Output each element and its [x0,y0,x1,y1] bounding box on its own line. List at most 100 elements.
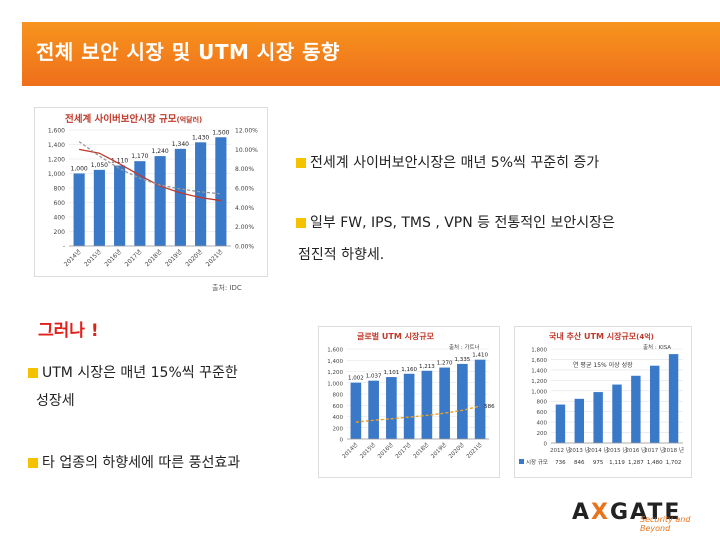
y-tick-label: 200 [333,426,344,432]
bar-value-label: 1,000 [71,166,88,173]
x-tick-label: 2018 년 [663,446,684,454]
x-tick-label: 2016 년 [625,446,646,454]
bar-value-label: 1,340 [172,141,189,148]
bullet-square-icon [28,368,38,378]
bar-value-label: 1,101 [384,370,400,376]
y-tick-label: 1,000 [48,171,65,178]
logo-tagline: Security and Beyond [640,515,691,533]
table-cell: 975 [593,460,604,466]
bar [195,142,207,246]
y-tick-label: 600 [333,404,344,410]
bullet-text: UTM 시장은 매년 15%씩 꾸준한 [42,365,238,381]
growth-line [78,141,221,195]
bar [368,380,379,439]
table-cell: 1,702 [666,460,682,466]
bar [439,367,450,439]
y2-tick-label: 12.00% [235,128,258,135]
y-tick-label: 1,200 [531,379,547,385]
bar [457,363,468,439]
y-tick-label: 200 [54,229,66,236]
chart-title-suffix: (억달러) [177,115,203,124]
bar [73,173,85,246]
bullet-balloon-effect: 타 업종의 하향세에 따른 풍선효과 [28,452,240,472]
bar-value-label: 1,500 [212,129,229,136]
table-cell: 1,480 [647,460,663,466]
chart-source: 출처 : KISA [643,343,671,351]
x-tick-label: 2020년 [184,248,204,268]
y-tick-label: 1,400 [48,142,65,149]
x-tick-label: 2021년 [204,248,224,268]
y2-tick-label: 6.00% [235,186,254,193]
y2-tick-label: 2.00% [235,224,254,231]
y-tick-label: 600 [537,410,548,416]
global-utm-chart-svg: 글로벌 UTM 시장규모 0 200 400 600 800 1,000 1,200 1,400… [327,331,495,460]
y-tick-label: 400 [333,415,344,421]
chart-title-suffix: (4억) [636,332,654,341]
x-tick-label: 2017년 [123,248,143,268]
table-row-label: 시장 규모 [526,459,548,466]
bullet-text: 전세계 사이버보안시장은 매년 5%씩 꾸준히 증가 [310,155,600,171]
chart-annotation: 연 평균 15% 이상 성장 [573,361,633,369]
y-tick-label: 800 [54,186,66,193]
y-tick-label: 1,200 [48,157,65,164]
bullet-continuation: 점진적 하향세. [298,247,385,263]
table-cell: 1,287 [628,460,644,466]
chart-title: 전세계 사이버보안시장 규모(억달러) [65,113,202,125]
x-tick-label: 2016년 [103,248,123,268]
bar [134,161,146,246]
chart1-source: 출처: IDC [212,284,242,292]
however-heading: 그러나 ! [38,321,99,341]
bar-value-label: 1,430 [192,134,209,141]
x-tick-label: 2015 년 [607,446,628,454]
bar [612,384,622,443]
bar [650,365,660,443]
bar [574,398,584,443]
bar-value-label: 1,410 [472,353,488,359]
line-end-label: 586 [484,404,495,410]
bar-value-label: 1,335 [455,357,471,363]
logo-letters-gate: GATE [610,500,682,525]
bar-value-label: 1,002 [348,376,364,382]
bullet-traditional-decline: 일부 FW, IPS, TMS , VPN 등 전통적인 보안시장은 [296,212,615,232]
bar-value-label: 1,270 [437,361,453,367]
x-tick-label: 2015년 [358,441,377,460]
korea-utm-chart-svg: 국내 추산 UTM 시장규모(4억) 0 200 400 600 800 1,000 1,20… [519,331,684,466]
y-tick-label: 1,600 [531,358,547,364]
axgate-logo: AXGATE [572,500,681,525]
x-tick-label: 2017년 [393,441,412,460]
x-tick-label: 2019년 [163,248,183,268]
slide-header: 전체 보안 시장 및 UTM 시장 동향 [22,22,720,86]
y-tick-label: 1,600 [48,128,65,135]
bar-value-label: 1,110 [111,158,128,165]
growth-line [79,148,221,202]
global-utm-chart: 글로벌 UTM 시장규모 0 200 400 600 800 1,000 1,200 1,400… [318,326,500,478]
bar-value-label: 1,160 [401,367,417,373]
table-cell: 736 [555,460,566,466]
bullet-square-icon [296,218,306,228]
y-tick-label: 800 [333,393,344,399]
y-tick-label: 200 [537,431,548,437]
table-legend-swatch [519,459,524,464]
bar [668,354,679,443]
bar [421,370,433,439]
bar-value-label: 1,240 [152,148,169,155]
bar-value-label: 1,050 [91,162,108,169]
slide-title: 전체 보안 시장 및 UTM 시장 동향 [36,40,340,64]
bar [350,382,362,439]
growth-line [355,405,481,423]
x-tick-label: 2014년 [340,441,359,460]
bullet-square-icon [296,158,306,168]
y-tick-label: 1,600 [327,348,343,354]
chart-title: 국내 추산 UTM 시장규모(4억) [549,331,654,341]
global-security-chart-svg: 전세계 사이버보안시장 규모(억달러) - 200 400 600 800 1,000 1,2… [48,113,258,268]
y-tick-label: 1,000 [531,389,547,395]
bullet-square-icon [28,458,38,468]
bar [386,377,397,439]
y-tick-label: 1,800 [531,348,547,354]
global-security-chart: 전세계 사이버보안시장 규모(억달러) - 200 400 600 800 1,000 1,2… [34,107,268,277]
bar [114,165,126,246]
bullet-utm-growth: UTM 시장은 매년 15%씩 꾸준한 [28,362,238,382]
y-tick-label: 0 [340,438,344,444]
x-tick-label: 2014년 [62,248,82,268]
y-tick-label: 1,400 [327,359,343,365]
